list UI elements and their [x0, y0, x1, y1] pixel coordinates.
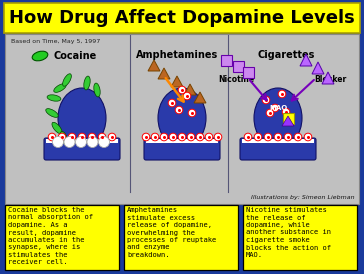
Ellipse shape: [32, 51, 48, 61]
Polygon shape: [322, 72, 334, 84]
Circle shape: [187, 133, 195, 141]
Ellipse shape: [47, 95, 61, 101]
Circle shape: [108, 133, 116, 141]
Ellipse shape: [254, 88, 302, 148]
Circle shape: [52, 136, 63, 147]
Text: Blocker: Blocker: [314, 76, 346, 84]
Circle shape: [282, 108, 290, 116]
Circle shape: [214, 133, 222, 141]
Ellipse shape: [54, 84, 66, 92]
Text: Nicotine stimulates
the release of
dopamine, while
another substance in
cigarett: Nicotine stimulates the release of dopam…: [246, 207, 331, 258]
Circle shape: [178, 133, 186, 141]
Bar: [4, 3, 360, 33]
FancyBboxPatch shape: [240, 138, 316, 160]
Bar: [146, 139, 218, 143]
Circle shape: [169, 133, 177, 141]
Circle shape: [205, 133, 213, 141]
Ellipse shape: [46, 109, 58, 117]
FancyBboxPatch shape: [44, 138, 120, 160]
Circle shape: [278, 90, 286, 98]
Circle shape: [294, 133, 302, 141]
Circle shape: [271, 104, 279, 112]
Circle shape: [64, 136, 75, 147]
Ellipse shape: [158, 88, 206, 148]
Text: Amphetamines
stimulate excess
release of dopamine,
overwhelming the
processes of: Amphetamines stimulate excess release of…: [127, 207, 216, 258]
Bar: [5, 205, 119, 270]
Polygon shape: [184, 84, 196, 95]
Bar: [233, 61, 244, 72]
Circle shape: [151, 133, 159, 141]
Text: Nicotine: Nicotine: [218, 76, 254, 84]
Bar: [283, 113, 294, 124]
Circle shape: [58, 133, 66, 141]
Text: Cocaine: Cocaine: [54, 51, 97, 61]
Circle shape: [75, 136, 87, 147]
Polygon shape: [300, 54, 312, 66]
Bar: [243, 205, 357, 270]
Bar: [242, 139, 314, 143]
Circle shape: [175, 106, 183, 114]
Bar: [124, 205, 238, 270]
Text: Illustrations by: Simeon Liebman: Illustrations by: Simeon Liebman: [252, 196, 355, 201]
Circle shape: [78, 133, 86, 141]
Polygon shape: [148, 60, 160, 71]
Circle shape: [178, 86, 186, 94]
Text: How Drug Affect Dopamine Levels: How Drug Affect Dopamine Levels: [9, 9, 355, 27]
Ellipse shape: [52, 122, 62, 134]
Polygon shape: [282, 116, 294, 126]
Circle shape: [264, 133, 272, 141]
Circle shape: [262, 96, 270, 104]
Circle shape: [188, 109, 196, 117]
Ellipse shape: [84, 76, 90, 90]
Circle shape: [99, 136, 110, 147]
Circle shape: [48, 133, 56, 141]
Circle shape: [88, 133, 96, 141]
Circle shape: [304, 133, 312, 141]
Polygon shape: [312, 62, 324, 74]
Text: Amphetamines: Amphetamines: [136, 50, 218, 60]
Circle shape: [98, 133, 106, 141]
Bar: [221, 55, 232, 66]
Circle shape: [254, 133, 262, 141]
Text: Based on Time, May 5, 1997: Based on Time, May 5, 1997: [11, 39, 100, 44]
Bar: [46, 139, 118, 143]
Circle shape: [168, 99, 176, 107]
Polygon shape: [171, 76, 183, 87]
Text: MAO: MAO: [269, 105, 287, 111]
Ellipse shape: [63, 74, 71, 86]
Polygon shape: [158, 68, 170, 79]
Circle shape: [284, 133, 292, 141]
Circle shape: [68, 133, 76, 141]
Ellipse shape: [94, 83, 100, 97]
Circle shape: [196, 133, 204, 141]
Circle shape: [160, 133, 168, 141]
Bar: [243, 67, 254, 78]
Ellipse shape: [60, 131, 68, 145]
Circle shape: [274, 133, 282, 141]
Circle shape: [87, 136, 98, 147]
Text: Cocaine blocks the
normal absorption of
dopamine. As a
result, dopamine
accumula: Cocaine blocks the normal absorption of …: [8, 207, 93, 266]
Circle shape: [183, 92, 191, 100]
Circle shape: [244, 133, 252, 141]
Bar: [5, 34, 359, 204]
Circle shape: [142, 133, 150, 141]
Ellipse shape: [58, 88, 106, 148]
FancyBboxPatch shape: [144, 138, 220, 160]
Text: Cigarettes: Cigarettes: [257, 50, 315, 60]
Polygon shape: [194, 92, 206, 103]
Circle shape: [266, 109, 274, 117]
